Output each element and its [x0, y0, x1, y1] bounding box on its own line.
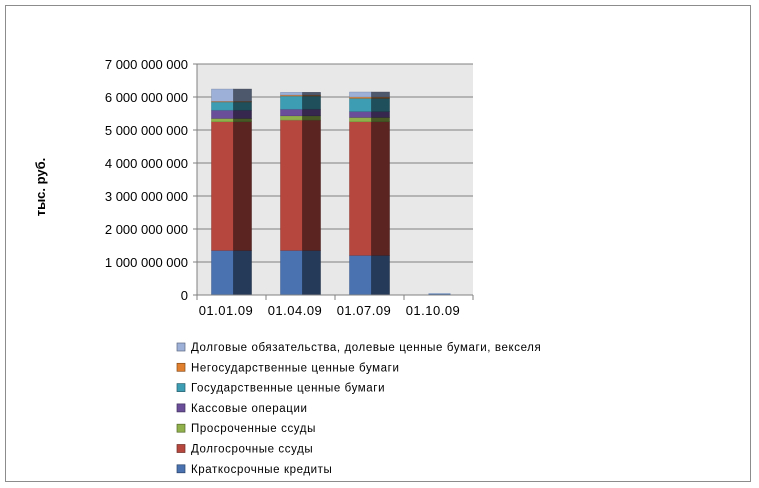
bar-segment: [280, 95, 303, 110]
legend-label: Просроченные ссуды: [191, 423, 316, 435]
bar-segment: [280, 115, 303, 121]
x-tick-label: 01.07.09: [337, 303, 392, 318]
y-tick-label: 2 000 000 000: [105, 222, 188, 237]
bar-segment-side: [233, 109, 252, 119]
bar-segment-side: [233, 250, 252, 296]
bar-segment-side: [371, 98, 390, 112]
y-tick-label: 6 000 000 000: [105, 90, 188, 105]
x-tick-label: 01.10.09: [406, 303, 461, 318]
legend-swatch: [176, 403, 186, 413]
bar-segment: [349, 98, 372, 112]
bar-segment: [211, 250, 234, 296]
bar-segment: [349, 121, 372, 256]
bar-segment: [280, 108, 303, 117]
legend: Долговые обязательства, долевые ценные б…: [176, 342, 541, 476]
x-tick-label: 01.04.09: [268, 303, 323, 318]
bar-segment-side: [302, 119, 321, 251]
legend-label: Долговые обязательства, долевые ценные б…: [191, 342, 541, 354]
bar-segment: [211, 121, 234, 251]
bar-segment-side: [302, 115, 321, 121]
bars: [211, 88, 451, 296]
bar-segment-side: [233, 101, 252, 111]
bar-segment-side: [302, 95, 321, 110]
y-tick-label: 0: [181, 288, 188, 303]
bar-segment: [211, 88, 234, 102]
legend-label: Кассовые операции: [191, 403, 308, 415]
bar-segment-side: [302, 92, 321, 96]
legend-swatch: [176, 423, 186, 433]
bar-segment: [349, 91, 372, 98]
y-tick-label: 3 000 000 000: [105, 189, 188, 204]
legend-label: Государственные ценные бумаги: [191, 383, 385, 395]
bar-segment-side: [371, 255, 390, 296]
bar-segment-side: [371, 121, 390, 256]
bar-segment: [211, 101, 234, 111]
y-axis-ticks: 0 1 000 000 000 2 000 000 000 3 000 000 000…: [105, 57, 197, 303]
bar-segment-side: [371, 117, 390, 122]
legend-swatch: [176, 464, 186, 474]
x-axis-ticks: 01.01.09 01.04.09 01.07.09 01.10.09: [196, 295, 474, 318]
y-tick-label: 1 000 000 000: [105, 255, 188, 270]
legend-label: Долгосрочные ссуды: [191, 444, 313, 456]
bar-segment: [211, 109, 234, 119]
y-axis-label: тыс. руб.: [33, 158, 48, 217]
y-tick-label: 4 000 000 000: [105, 156, 188, 171]
bar-segment-side: [233, 88, 252, 102]
bar-segment: [280, 92, 303, 96]
y-tick-label: 5 000 000 000: [105, 123, 188, 138]
x-tick-label: 01.01.09: [199, 303, 254, 318]
bar-segment: [280, 119, 303, 251]
bar-segment-side: [371, 91, 390, 98]
bar-segment-side: [302, 108, 321, 117]
bar-segment: [211, 118, 234, 122]
legend-swatch: [176, 362, 186, 372]
bar-segment: [349, 117, 372, 122]
bar-segment-side: [371, 111, 390, 118]
bar-segment-side: [302, 250, 321, 296]
legend-swatch: [176, 342, 186, 352]
bar-segment-side: [233, 118, 252, 122]
y-tick-label: 7 000 000 000: [105, 57, 188, 72]
legend-label: Краткосрочные кредиты: [191, 464, 332, 476]
bar-segment: [280, 250, 303, 296]
bar-segment-empty: [428, 293, 451, 295]
bar-segment: [349, 111, 372, 118]
legend-swatch: [176, 383, 186, 392]
bar-segment: [349, 255, 372, 296]
bar-segment-side: [233, 121, 252, 251]
legend-swatch: [176, 444, 186, 453]
legend-label: Негосударственные ценные бумаги: [191, 362, 400, 374]
